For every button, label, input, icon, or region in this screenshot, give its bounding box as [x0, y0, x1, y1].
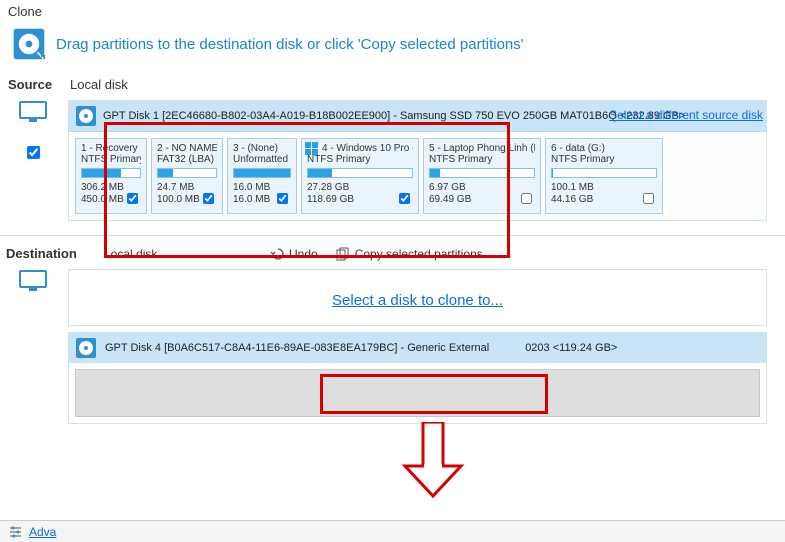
partition-name: 5 - Laptop Phong Linh (D: — [429, 143, 535, 154]
copy-label: Copy selected partitions — [355, 247, 483, 261]
partition-sizes: 6.97 GB69.49 GB — [429, 182, 535, 206]
partition-1[interactable]: 1 - Recovery (NonNTFS Primary306.2 MB450… — [75, 138, 147, 214]
partition-checkbox[interactable] — [203, 193, 214, 204]
partition-fs: Unformatted P — [233, 154, 291, 165]
source-checkbox[interactable] — [27, 146, 40, 159]
partition-name: 3 - (None) — [233, 143, 291, 154]
monitor-icon — [19, 101, 47, 123]
windows-icon — [305, 142, 318, 155]
destination-left-col — [8, 269, 58, 326]
copy-icon — [336, 247, 350, 261]
partition-fs: NTFS Primary — [81, 154, 141, 165]
source-left-col — [8, 100, 58, 221]
source-sub: Local disk — [70, 77, 128, 92]
partition-bar — [551, 168, 657, 178]
advanced-link[interactable]: Adva — [29, 525, 56, 539]
bottom-bar: Adva — [0, 520, 785, 542]
partition-bar — [157, 168, 217, 178]
window-title: Clone — [0, 0, 785, 21]
partition-2[interactable]: 2 - NO NAME (1FAT32 (LBA) Pr24.7 MB100.0… — [151, 138, 223, 214]
partition-checkbox[interactable] — [399, 193, 410, 204]
partition-bar — [307, 168, 413, 178]
partition-bar — [233, 168, 291, 178]
clone-disk-icon — [12, 27, 46, 61]
destination-disk-body[interactable] — [75, 369, 760, 417]
destination-main: Select a disk to clone to... — [0, 269, 785, 326]
partition-sizes: 100.1 MB44.16 GB — [551, 182, 657, 206]
destination-disk-header: GPT Disk 4 [B0A6C517-C8A4-11E6-89AE-083E… — [69, 333, 766, 363]
partition-bar — [81, 168, 141, 178]
source-disk-title: GPT Disk 1 [2EC46680-B802-03A4-A019-B18B… — [103, 110, 685, 122]
partition-bar — [429, 168, 535, 178]
sliders-icon[interactable] — [8, 524, 23, 539]
partition-6[interactable]: 6 - data (G:)NTFS Primary 100.1 MB44.16 G… — [545, 138, 663, 214]
select-clone-disk-link[interactable]: Select a disk to clone to... — [332, 292, 503, 309]
destination-empty-panel: Select a disk to clone to... — [68, 269, 767, 326]
subtitle-text: Drag partitions to the destination disk … — [56, 36, 524, 53]
disk-icon — [75, 105, 97, 127]
undo-button[interactable]: Undo — [270, 247, 318, 261]
source-section-header: Source Local disk — [0, 77, 785, 98]
title-row: Drag partitions to the destination disk … — [0, 21, 785, 77]
undo-icon — [270, 247, 284, 261]
destination-disk-extra: 0203 <119.24 GB> — [525, 342, 617, 354]
partition-5[interactable]: 5 - Laptop Phong Linh (D:NTFS Primary 6.9… — [423, 138, 541, 214]
copy-partitions-button[interactable]: Copy selected partitions — [336, 247, 483, 261]
partition-3[interactable]: 3 - (None)Unformatted P16.0 MB16.0 MB — [227, 138, 297, 214]
partition-name: 4 - Windows 10 Pro - ( — [307, 143, 413, 154]
partition-name: 6 - data (G:) — [551, 143, 657, 154]
destination-disk-panel: GPT Disk 4 [B0A6C517-C8A4-11E6-89AE-083E… — [68, 332, 767, 424]
partition-4[interactable]: 4 - Windows 10 Pro - (NTFS Primary 27.28 … — [301, 138, 419, 214]
monitor-icon — [19, 270, 47, 292]
partition-name: 1 - Recovery (Non — [81, 143, 141, 154]
destination-label: Destination — [6, 246, 86, 261]
partitions-container: 1 - Recovery (NonNTFS Primary306.2 MB450… — [69, 132, 766, 220]
partition-fs: NTFS Primary — [429, 154, 535, 165]
partition-name: 2 - NO NAME (1 — [157, 143, 217, 154]
partition-fs: FAT32 (LBA) Pr — [157, 154, 217, 165]
partition-sizes: 27.28 GB118.69 GB — [307, 182, 413, 206]
disk-icon — [75, 337, 97, 359]
annotation-arrow — [395, 422, 471, 502]
destination-toolbar: Destination Local disk Undo Copy selecte… — [0, 246, 785, 269]
partition-checkbox[interactable] — [521, 193, 532, 204]
select-source-link[interactable]: Select a different source disk — [609, 108, 763, 122]
destination-sub: Local disk — [104, 247, 194, 261]
source-label: Source — [8, 77, 70, 92]
partition-fs: NTFS Primary — [551, 154, 657, 165]
partition-checkbox[interactable] — [643, 193, 654, 204]
partition-fs: NTFS Primary — [307, 154, 413, 165]
destination-disk-title: GPT Disk 4 [B0A6C517-C8A4-11E6-89AE-083E… — [105, 342, 489, 354]
undo-label: Undo — [289, 247, 318, 261]
partition-checkbox[interactable] — [277, 193, 288, 204]
partition-checkbox[interactable] — [127, 193, 138, 204]
